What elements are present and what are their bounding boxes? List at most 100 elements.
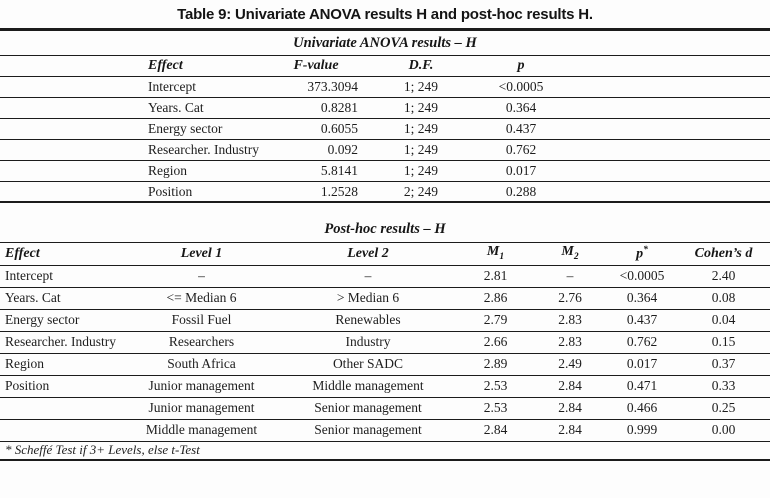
spacer-cell: [566, 56, 770, 76]
cell: 0.00: [711, 422, 736, 438]
cell: <= Median 6: [166, 290, 237, 306]
cell: South Africa: [167, 356, 236, 372]
column-header: p*: [636, 244, 648, 262]
column-header: F-value: [293, 57, 339, 73]
spacer-cell: [0, 139, 143, 160]
column-header: Level 1: [180, 245, 223, 261]
cell: 0.288: [505, 183, 537, 199]
cell: 0.466: [626, 400, 658, 416]
cell: Junior management: [148, 400, 255, 416]
cell: 2.89: [483, 356, 508, 372]
table-row: Region 5.8141 1; 249 0.017: [0, 160, 770, 181]
cell: 2.53: [483, 400, 508, 416]
cell: 0.04: [711, 312, 736, 328]
top-rule: [0, 28, 770, 31]
cell: 1.2528: [320, 183, 358, 199]
cell: Intercept: [148, 78, 196, 94]
cell: Middle management: [145, 422, 258, 438]
cell: Region: [5, 356, 44, 372]
spacer-cell: [566, 76, 770, 97]
cell: <0.0005: [619, 268, 665, 284]
cell: 2.86: [483, 290, 508, 306]
cell: 2.84: [483, 422, 508, 438]
cell: [0, 397, 125, 419]
cell: 0.437: [626, 312, 658, 328]
table-row: Position Junior management Middle manageme…: [0, 375, 770, 397]
column-header: D.F.: [408, 57, 434, 73]
cell: 1; 249: [403, 120, 439, 136]
cell: 2.84: [558, 422, 582, 438]
spacer-cell: [0, 97, 143, 118]
table-row: Years. Cat <= Median 6 > Median 6 2.86 2.76 0…: [0, 287, 770, 309]
cell: 1; 249: [403, 78, 439, 94]
cell: 0.37: [711, 356, 736, 372]
cell: Other SADC: [332, 356, 404, 372]
column-header: Cohen’s d: [694, 245, 753, 261]
cell: Energy sector: [5, 312, 80, 328]
cell: 2.79: [483, 312, 508, 328]
cell: 1; 249: [403, 141, 439, 157]
cell: Energy sector: [148, 120, 223, 136]
cell: Researchers: [168, 334, 235, 350]
posthoc-caption-band: Post-hoc results – H: [0, 203, 770, 243]
table-row: Middle management Senior management 2.84 2.…: [0, 419, 770, 441]
cell: [0, 419, 125, 441]
cell: 373.3094: [307, 78, 358, 94]
spacer-cell: [566, 181, 770, 202]
cell: 0.33: [711, 378, 736, 394]
spacer-cell: [0, 56, 143, 76]
posthoc-caption: Post-hoc results – H: [324, 221, 446, 237]
spacer-cell: [566, 160, 770, 181]
cell: 0.762: [626, 334, 658, 350]
cell: 2.40: [711, 268, 736, 284]
spacer-cell: [566, 97, 770, 118]
header-row: Effect F-value D.F. p: [0, 56, 770, 76]
cell: 0.017: [626, 356, 658, 372]
table-row: Junior management Senior management 2.53 2.…: [0, 397, 770, 419]
table-row: Region South Africa Other SADC 2.89 2.49 0.01…: [0, 353, 770, 375]
cell: 2.53: [483, 378, 508, 394]
cell: 2.76: [558, 290, 582, 306]
header-row: Effect Level 1 Level 2 M1 M2 p* Cohen’s d: [0, 243, 770, 265]
cell: Region: [148, 162, 187, 178]
table-row: Energy sector 0.6055 1; 249 0.437: [0, 118, 770, 139]
cell: <0.0005: [498, 78, 544, 94]
cell: Senior management: [314, 400, 422, 416]
spacer-cell: [0, 76, 143, 97]
cell: Researcher. Industry: [5, 334, 116, 350]
cell: Fossil Fuel: [171, 312, 232, 328]
cell: Senior management: [314, 422, 422, 438]
table-row: Energy sector Fossil Fuel Renewables 2.79 2.…: [0, 309, 770, 331]
cell: 2.83: [558, 312, 582, 328]
anova-caption: Univariate ANOVA results – H: [0, 31, 770, 56]
column-header: p: [517, 57, 525, 73]
column-header: Effect: [148, 57, 183, 73]
spacer-cell: [0, 160, 143, 181]
cell: 0.999: [626, 422, 658, 438]
cell: 0.08: [711, 290, 736, 306]
cell: 1; 249: [403, 99, 439, 115]
cell: 2.83: [558, 334, 582, 350]
cell: 0.364: [505, 99, 537, 115]
cell: 0.471: [626, 378, 658, 394]
cell: Middle management: [312, 378, 424, 394]
spacer-cell: [0, 181, 143, 202]
anova-results-table: Effect F-value D.F. p Intercept 373.3094 1; 24…: [0, 56, 770, 203]
table-row: Position 1.2528 2; 249 0.288: [0, 181, 770, 202]
table-row: Years. Cat 0.8281 1; 249 0.364: [0, 97, 770, 118]
cell: 0.092: [327, 141, 358, 157]
cell: > Median 6: [336, 290, 400, 306]
column-header: Effect: [5, 245, 40, 261]
cell: 0.6055: [320, 120, 358, 136]
table-row: Researcher. Industry 0.092 1; 249 0.762: [0, 139, 770, 160]
cell: 2.66: [483, 334, 508, 350]
column-header: M1: [486, 244, 505, 262]
column-header: M2: [561, 244, 579, 262]
column-header: Level 2: [347, 245, 389, 261]
cell: –: [566, 268, 574, 284]
cell: Renewables: [335, 312, 401, 328]
cell: Years. Cat: [148, 99, 204, 115]
cell: 2; 249: [403, 183, 439, 199]
table-row: Intercept – – 2.81 – <0.0005 2.40: [0, 265, 770, 287]
